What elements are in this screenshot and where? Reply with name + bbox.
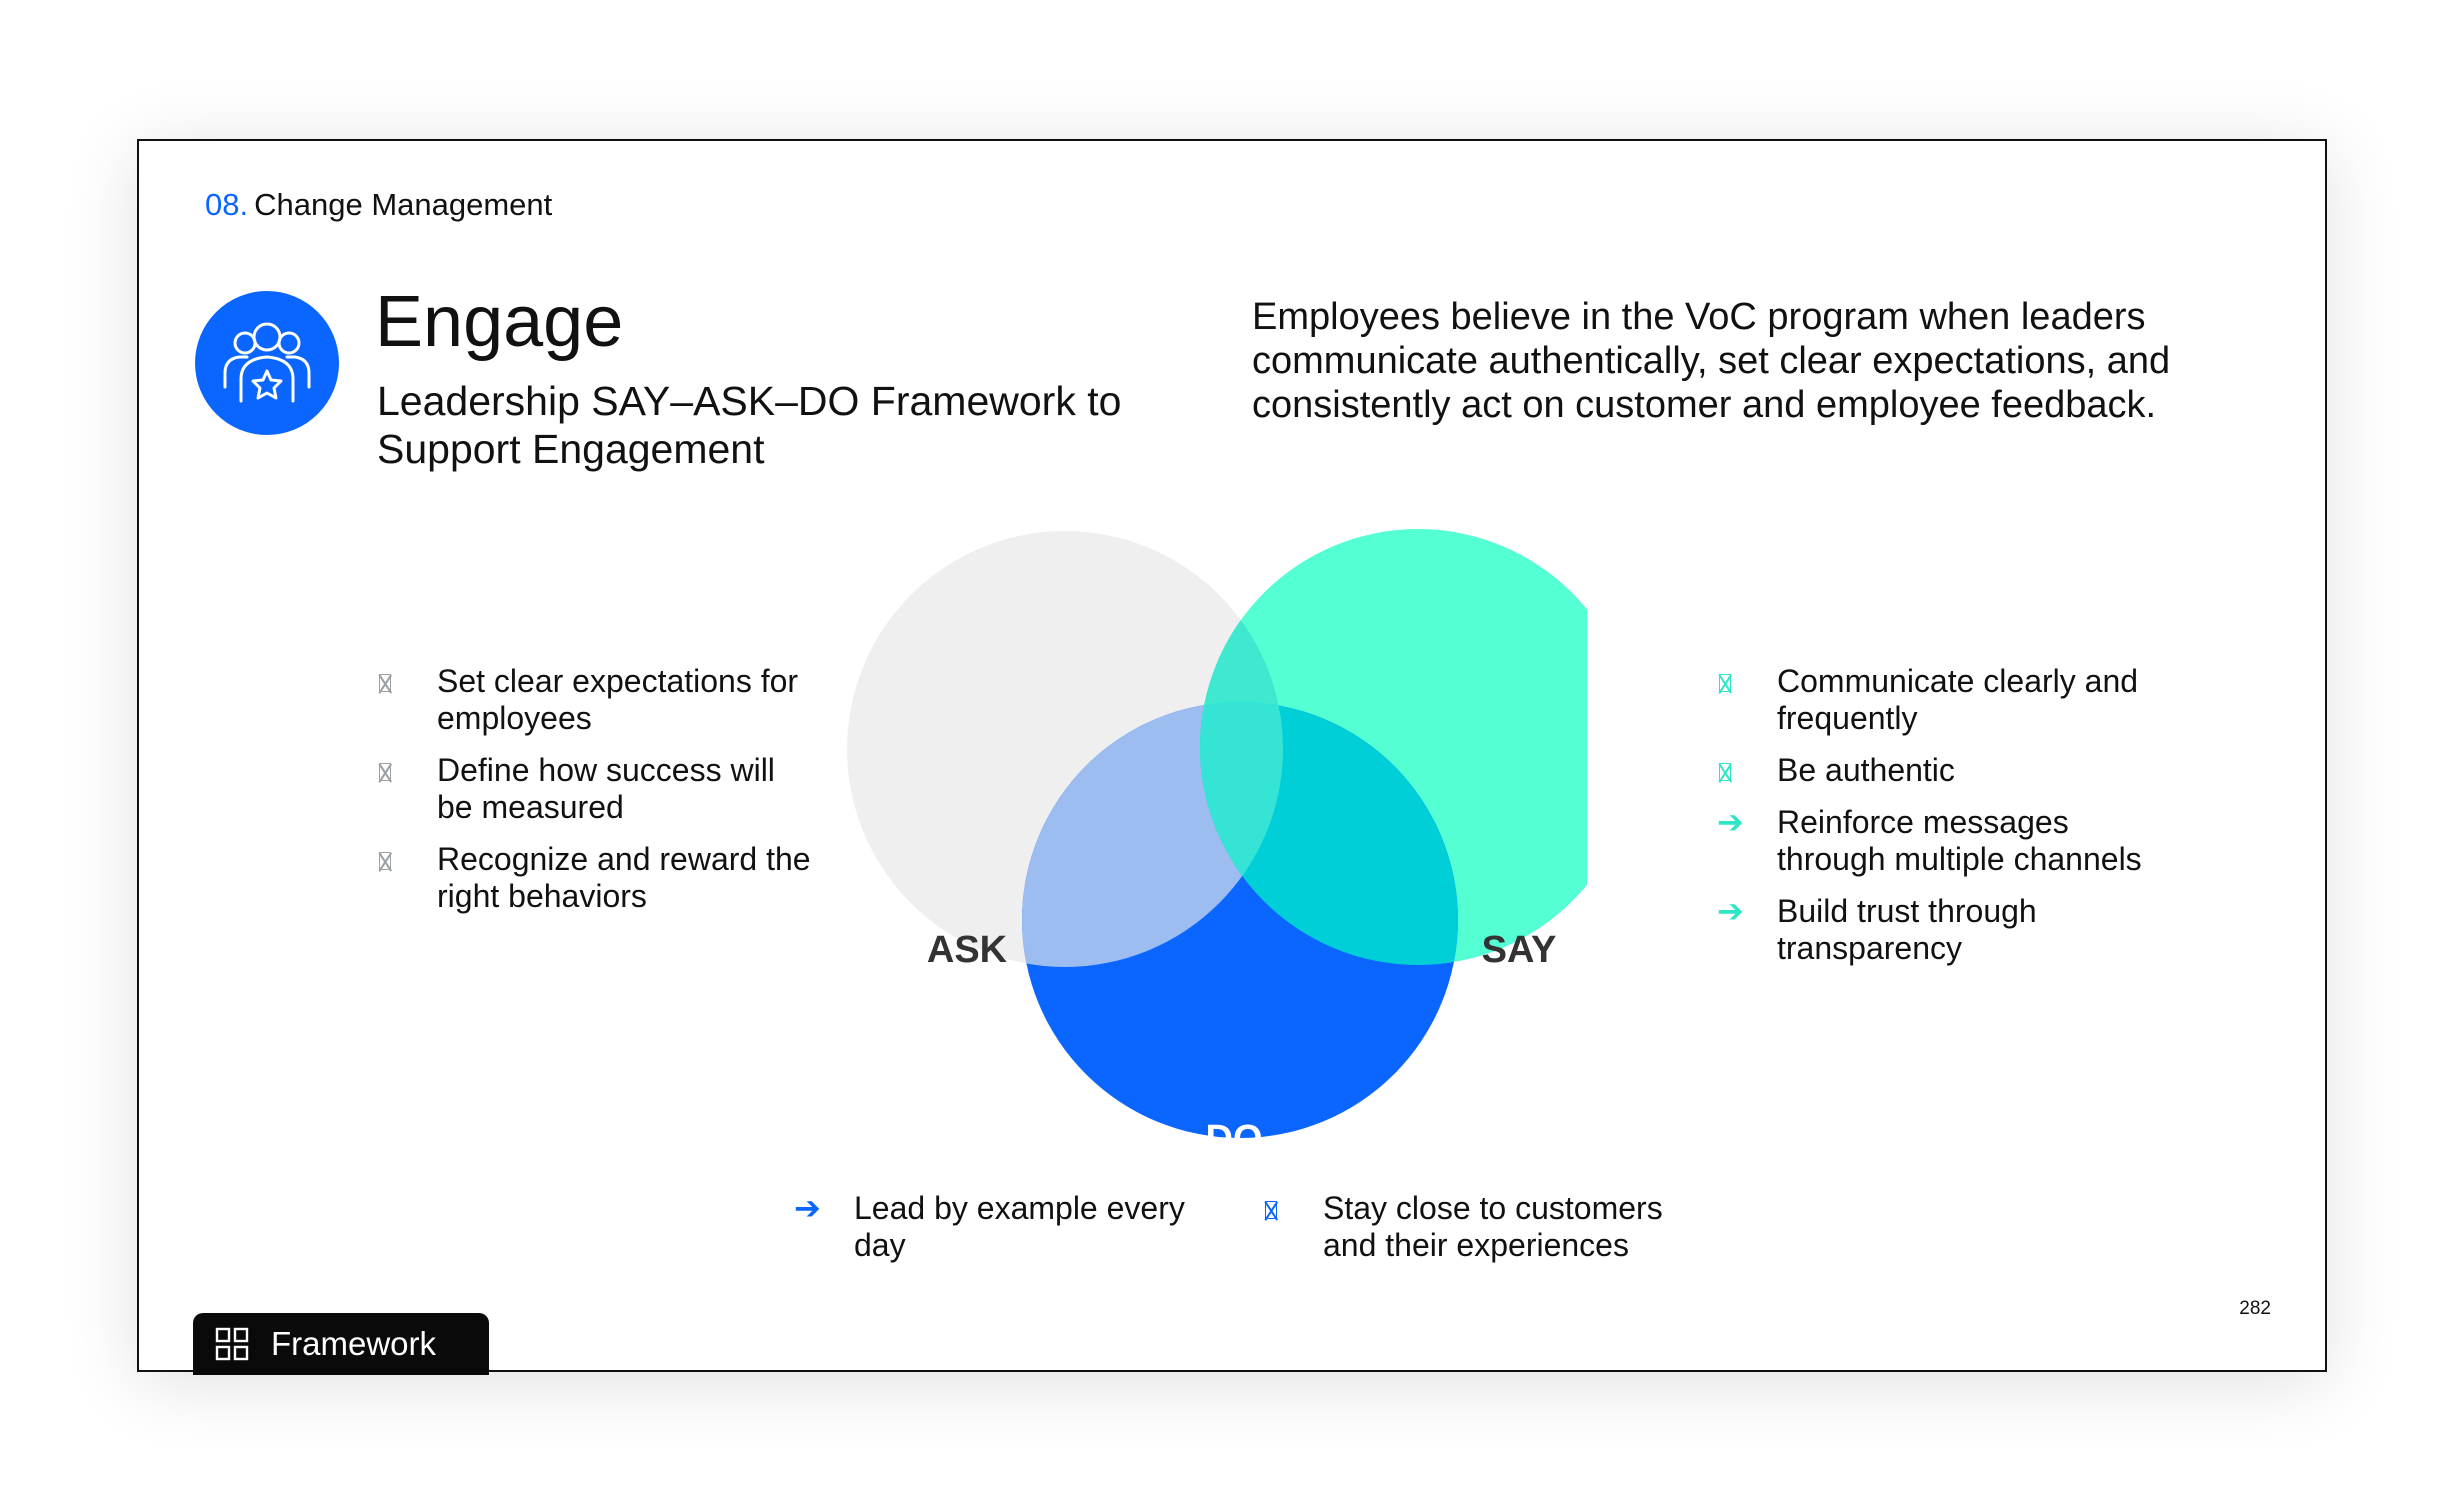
- list-item: Define how success will be measured: [377, 752, 817, 826]
- list-item: Recognize and reward the right behaviors: [377, 841, 817, 915]
- do-points-list-right: Stay close to customers and their experi…: [1263, 1190, 1713, 1264]
- box-glyph-icon: [377, 663, 417, 700]
- list-item: ➔ Reinforce messages through multiple ch…: [1717, 804, 2157, 878]
- section-number: 08.: [205, 187, 249, 222]
- ask-points-list: Set clear expectations for employees Def…: [377, 663, 817, 930]
- list-item-text: Reinforce messages through multiple chan…: [1777, 804, 2142, 877]
- list-item: Be authentic: [1717, 752, 2157, 789]
- list-item: ➔ Build trust through transparency: [1717, 893, 2157, 967]
- box-glyph-icon: [377, 752, 417, 789]
- venn-diagram: ASK SAY DO: [847, 529, 1587, 1149]
- section-title: Change Management: [254, 187, 553, 222]
- intro-text: Employees believe in the VoC program whe…: [1252, 296, 2171, 426]
- framework-tab-label: Framework: [271, 1325, 437, 1362]
- page-subtitle: Leadership SAY–ASK–DO Framework to Suppo…: [377, 378, 1122, 472]
- box-glyph-icon: [1717, 752, 1757, 789]
- list-item-text: Build trust through transparency: [1777, 893, 2037, 966]
- list-item-text: Define how success will be measured: [437, 752, 775, 825]
- grid-icon: [215, 1327, 249, 1361]
- box-glyph-icon: [1263, 1190, 1303, 1227]
- list-item: Stay close to customers and their experi…: [1263, 1190, 1713, 1264]
- box-glyph-icon: [377, 841, 417, 878]
- box-glyph-icon: [1717, 663, 1757, 700]
- list-item: Communicate clearly and frequently: [1717, 663, 2157, 737]
- page-number: 282: [2239, 1298, 2271, 1319]
- do-label: DO: [1206, 1118, 1263, 1149]
- say-label: SAY: [1482, 929, 1557, 971]
- list-item-text: Recognize and reward the right behaviors: [437, 841, 811, 914]
- do-points-list-left: ➔ Lead by example every day: [794, 1190, 1214, 1264]
- list-item-text: Be authentic: [1777, 752, 1955, 788]
- list-item-text: Set clear expectations for employees: [437, 663, 799, 736]
- slide: 08. Change Management Engage Leadership S…: [137, 139, 2327, 1375]
- page-title: Engage: [375, 282, 624, 362]
- list-item: ➔ Lead by example every day: [794, 1190, 1214, 1264]
- list-item-text: Communicate clearly and frequently: [1777, 663, 2139, 736]
- ask-label: ASK: [927, 929, 1008, 971]
- say-points-list: Communicate clearly and frequently Be au…: [1717, 663, 2157, 982]
- list-item-text: Lead by example every day: [854, 1190, 1185, 1263]
- list-item: Set clear expectations for employees: [377, 663, 817, 737]
- team-star-icon: [195, 291, 339, 435]
- breadcrumb: 08. Change Management: [205, 187, 552, 223]
- arrow-right-icon: ➔: [1717, 893, 1744, 929]
- arrow-right-icon: ➔: [1717, 804, 1744, 840]
- list-item-text: Stay close to customers and their experi…: [1323, 1190, 1663, 1263]
- framework-tab[interactable]: Framework: [193, 1313, 489, 1375]
- arrow-right-icon: ➔: [794, 1190, 821, 1226]
